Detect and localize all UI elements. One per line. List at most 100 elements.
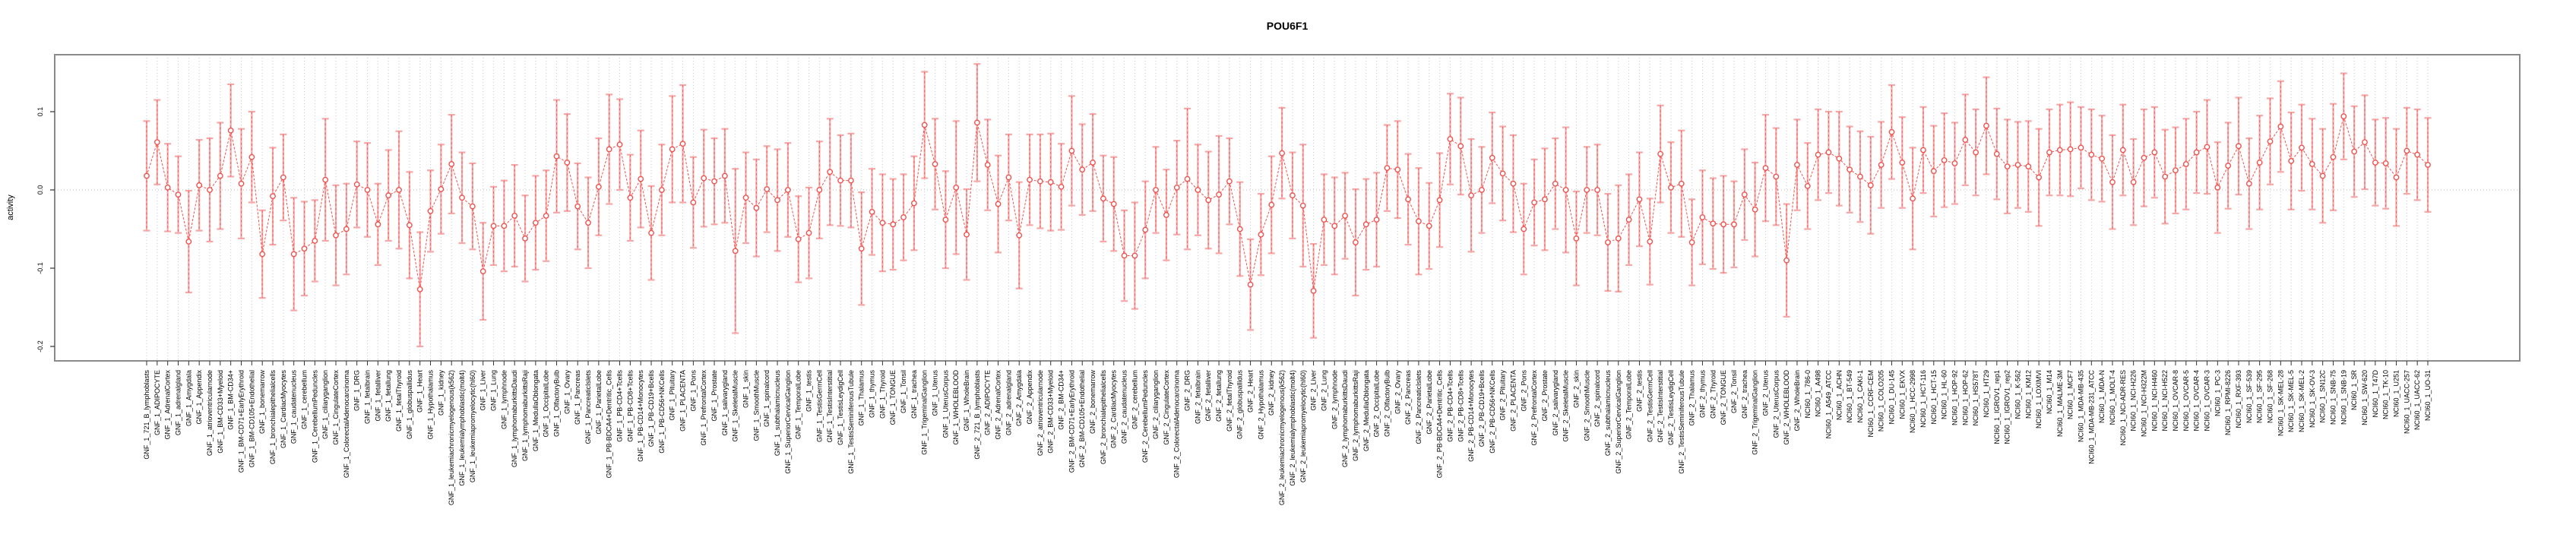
x-category-label: NCI60_1_HCC-2998 <box>1909 370 1916 433</box>
data-point-marker <box>1342 213 1348 219</box>
x-category-label: NCI60_1_UO-31 <box>2424 370 2432 421</box>
x-category-label: NCI60_1_RPMI-8226 <box>2224 370 2232 435</box>
x-category-label: GNF_1_leukemiachronicmyelogenous(k562) <box>448 370 455 505</box>
x-category-label: GNF_1_spinalcord <box>763 370 771 427</box>
data-point-marker <box>1321 217 1328 223</box>
data-point-marker <box>2162 173 2169 180</box>
x-category-label: GNF_2_skin <box>1572 370 1580 408</box>
data-point-marker <box>2425 162 2431 168</box>
data-point-marker <box>185 239 192 245</box>
data-point-marker <box>879 220 886 226</box>
marker-layer <box>144 113 2431 294</box>
x-category-label: GNF_1_ColorectalAdenocarcinoma <box>343 370 350 478</box>
x-category-label: NCI60_1_HL-60 <box>1941 370 1948 419</box>
data-point-marker <box>964 231 970 238</box>
x-category-label: GNF_1_SkeletalMuscle <box>732 370 739 442</box>
data-point-marker <box>1268 201 1275 208</box>
data-point-marker <box>1636 196 1643 203</box>
data-point-marker <box>2204 144 2210 150</box>
data-point-marker <box>1910 195 1916 202</box>
x-category-label: NCI60_1_K-562 <box>2014 370 2021 419</box>
x-category-label: NCI60_1_OVCAR-5 <box>2182 370 2190 432</box>
data-point-marker <box>616 141 623 148</box>
data-point-marker <box>784 187 791 193</box>
x-category-label: NCI60_1_SF-539 <box>2245 370 2253 423</box>
x-category-label: NCI60_1_SK-MEL-28 <box>2277 370 2284 436</box>
data-point-marker <box>1668 185 1674 191</box>
data-point-marker <box>1384 165 1391 172</box>
data-point-marker <box>479 268 486 275</box>
data-point-marker <box>553 153 560 160</box>
x-category-label: NCI60_1_LOXIMVI <box>2035 370 2043 428</box>
data-point-marker <box>585 220 591 226</box>
data-point-marker <box>1815 151 1821 158</box>
x-category-label: GNF_2_TestisSeminiferousTubule <box>1678 370 1685 474</box>
data-point-marker <box>1027 176 1033 183</box>
data-point-marker <box>1973 149 1979 156</box>
x-category-label: GNF_1_Pancreas <box>574 370 581 425</box>
x-category-label: GNF_1_adrenalgland <box>175 370 182 435</box>
x-category-label: NCI60_1_BT-549 <box>1846 370 1853 423</box>
x-category-label: GNF_2_TestisInterstitial <box>1657 370 1664 443</box>
data-point-marker <box>900 214 907 220</box>
x-category-label: GNF_1_subthalamicnucleus <box>774 370 781 457</box>
x-category-label: GNF_2_SmoothMuscle <box>1583 370 1590 441</box>
x-category-label: GNF_1_lymphomaburkittsDaudi <box>511 370 518 467</box>
x-category-label: GNF_1_TestisGermCell <box>815 370 823 442</box>
x-category-label: NCI60_1_A549_ATCC <box>1824 370 1832 439</box>
x-category-label: GNF_1_Lung <box>490 370 498 411</box>
data-point-marker <box>1036 178 1043 185</box>
x-category-label: GNF_2_PB-CD4+Tcells <box>1446 370 1454 442</box>
x-category-label: GNF_2_BM-CD105+Endothelial <box>1078 370 1086 467</box>
x-category-label: GNF_2_AdrenalCortex <box>995 370 1002 440</box>
x-category-label: NCI60_1_TK-10 <box>2382 370 2390 419</box>
x-category-label: GNF_2_ParietalLobe <box>1426 370 1433 435</box>
data-point-marker <box>270 193 276 200</box>
x-category-label: GNF_2_Pancreas <box>1404 370 1412 425</box>
data-point-marker <box>1216 191 1222 198</box>
data-point-marker <box>942 217 949 223</box>
data-point-marker <box>1457 143 1464 150</box>
x-category-label: GNF_1_salivarygland <box>721 370 729 436</box>
x-category-label: NCI60_1_KM12 <box>2024 370 2032 419</box>
x-category-label: GNF_2_WHOLEBLOOD <box>1783 370 1790 445</box>
data-point-marker <box>638 175 644 182</box>
data-point-marker <box>679 141 686 147</box>
data-point-marker <box>2130 179 2137 185</box>
data-point-marker <box>1310 287 1317 294</box>
data-point-marker <box>1584 187 1590 193</box>
x-category-label: GNF_2_BM-CD71+EarlyErythroid <box>1068 370 1075 473</box>
data-point-marker <box>1426 223 1432 229</box>
data-point-marker <box>175 191 182 198</box>
data-point-marker <box>1205 197 1212 204</box>
x-category-label: NCI60_1_MCF7 <box>2067 370 2074 419</box>
x-category-label: NCI60_1_SK-MEL-5 <box>2287 370 2295 432</box>
data-point-marker <box>1962 137 1969 143</box>
x-category-label: GNF_2_PB-BDCA4+Dentritic_Cells <box>1436 370 1444 479</box>
data-point-marker <box>606 146 612 153</box>
x-category-label: GNF_2_ColorectalAdenocarcinoma <box>1173 370 1181 478</box>
data-point-marker <box>995 201 1002 207</box>
x-category-label: GNF_2_SkeletalMuscle <box>1562 370 1570 442</box>
data-point-marker <box>1688 239 1695 245</box>
x-category-label: GNF_2_SuperiorCervicalGanglion <box>1615 370 1622 474</box>
data-point-marker <box>1416 218 1422 225</box>
series-line <box>146 115 2429 291</box>
data-point-marker <box>1878 162 1885 168</box>
data-point-marker <box>1131 252 1138 259</box>
x-category-label: GNF_1_leukemiapromyelocytic(hl60) <box>469 370 476 482</box>
x-category-label: GNF_1_OccipitalLobe <box>543 370 550 438</box>
x-category-label: GNF_2_Lung <box>1320 370 1328 411</box>
x-category-label: NCI60_1_CCRF-CEM <box>1867 370 1875 438</box>
x-category-label: NCI60_1_MDA-MB-435 <box>2077 370 2084 442</box>
x-category-label: GNF_2_PB-CD8+Tcells <box>1457 370 1464 442</box>
x-category-label: GNF_2_PB-CD19+Bcells <box>1478 370 1486 447</box>
x-category-label: NCI60_1_NCI-H460 <box>2150 370 2158 432</box>
x-category-label: GNF_2_TrigeminalGanglion <box>1752 370 1759 455</box>
x-category-label: GNF_1_PB-CD56+NKCells <box>658 370 666 454</box>
data-point-marker <box>1752 206 1758 213</box>
x-category-label: NCI60_1_OVCAR-3 <box>2203 370 2210 432</box>
x-category-label: NCI60_1_SK-MEL-2 <box>2298 370 2305 432</box>
x-category-label: GNF_1_PLACENTA <box>679 370 687 432</box>
data-point-marker <box>1121 252 1128 259</box>
